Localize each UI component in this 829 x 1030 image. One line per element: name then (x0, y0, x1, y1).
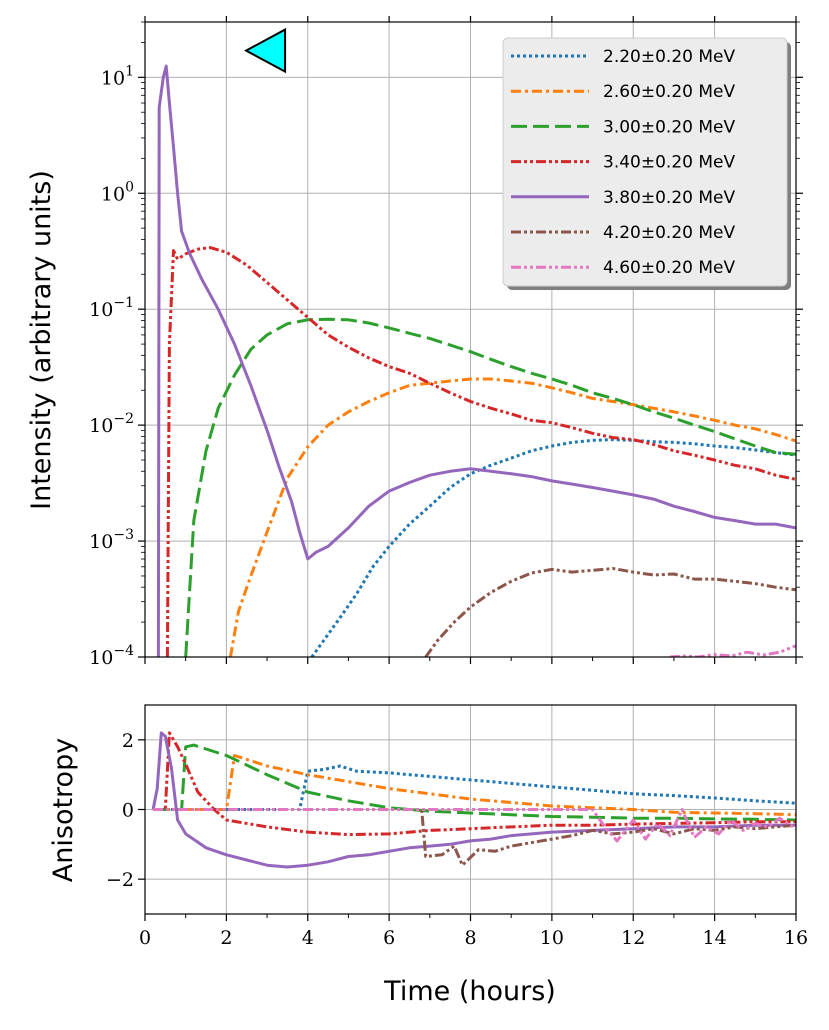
time-x-axis-label: Time (hours) (383, 976, 556, 1007)
anisotropy-series-line (153, 764, 796, 811)
time-x-tick-label: 16 (784, 927, 808, 949)
legend-label: 2.60±0.20 MeV (603, 82, 735, 102)
time-x-tick-label: 0 (139, 927, 151, 949)
tick-label-exponent: −1 (113, 295, 134, 311)
anisotropy-series-line (153, 743, 796, 822)
anisotropy-y-axis-label: Anisotropy (48, 738, 79, 882)
tick-label-exponent: −2 (113, 411, 134, 427)
anisotropy-series-line (153, 754, 796, 817)
tick-label-exponent: 0 (125, 179, 134, 195)
intensity-series-line (184, 317, 796, 657)
intensity-y-axis-label: Intensity (arbitrary units) (26, 170, 57, 510)
intensity-series-line (156, 64, 796, 657)
intensity-y-tick-label: 10−1 (89, 295, 134, 321)
time-x-tick-label: 6 (383, 927, 395, 949)
tick-label-base: 10 (101, 183, 125, 205)
tick-label-base: 10 (101, 67, 125, 89)
time-x-tick-label: 12 (621, 927, 645, 949)
tick-label-base: 10 (89, 531, 113, 553)
intensity-y-tick-label: 10−4 (89, 643, 134, 669)
intensity-y-tick-label: 100 (101, 179, 134, 205)
time-x-tick-label: 10 (540, 927, 564, 949)
intensity-series-line (424, 567, 796, 657)
legend-label: 4.60±0.20 MeV (603, 258, 735, 278)
intensity-y-tick-label: 10−3 (89, 527, 134, 553)
legend-box (502, 37, 788, 287)
legend-label: 3.80±0.20 MeV (603, 188, 735, 208)
legend-label: 4.20±0.20 MeV (603, 223, 735, 243)
tick-label-base: 10 (89, 299, 113, 321)
tick-label-exponent: 1 (125, 63, 134, 79)
intensity-series-line (165, 246, 796, 657)
anisotropy-series-line (153, 808, 796, 843)
legend-label: 3.40±0.20 MeV (603, 153, 735, 173)
anisotropy-panel: 0 2 4 6 8 10 12 14 16 2 0 −2 (106, 704, 808, 949)
time-x-tick-label: 2 (220, 927, 232, 949)
time-x-tick-label: 14 (703, 927, 727, 949)
event-onset-triangle-marker (243, 27, 287, 74)
anisotropy-y-tick-label: −2 (106, 869, 134, 891)
anisotropy-series-line (153, 731, 796, 837)
anisotropy-y-tick-label: 2 (122, 730, 134, 752)
time-x-tick-label: 4 (302, 927, 314, 949)
tick-label-base: 10 (89, 415, 113, 437)
tick-label-exponent: −4 (113, 643, 134, 659)
legend-label: 3.00±0.20 MeV (603, 117, 735, 137)
intensity-series-line (310, 438, 796, 657)
anisotropy-y-tick-label: 0 (122, 800, 134, 822)
intensity-series-line (669, 644, 796, 657)
tick-label-base: 10 (89, 647, 113, 669)
intensity-y-tick-label: 101 (101, 63, 134, 89)
intensity-series-line (228, 377, 796, 657)
intensity-y-tick-label: 10−2 (89, 411, 134, 437)
tick-label-exponent: −3 (113, 527, 134, 543)
legend-label: 2.20±0.20 MeV (603, 47, 735, 67)
time-x-tick-label: 8 (464, 927, 476, 949)
